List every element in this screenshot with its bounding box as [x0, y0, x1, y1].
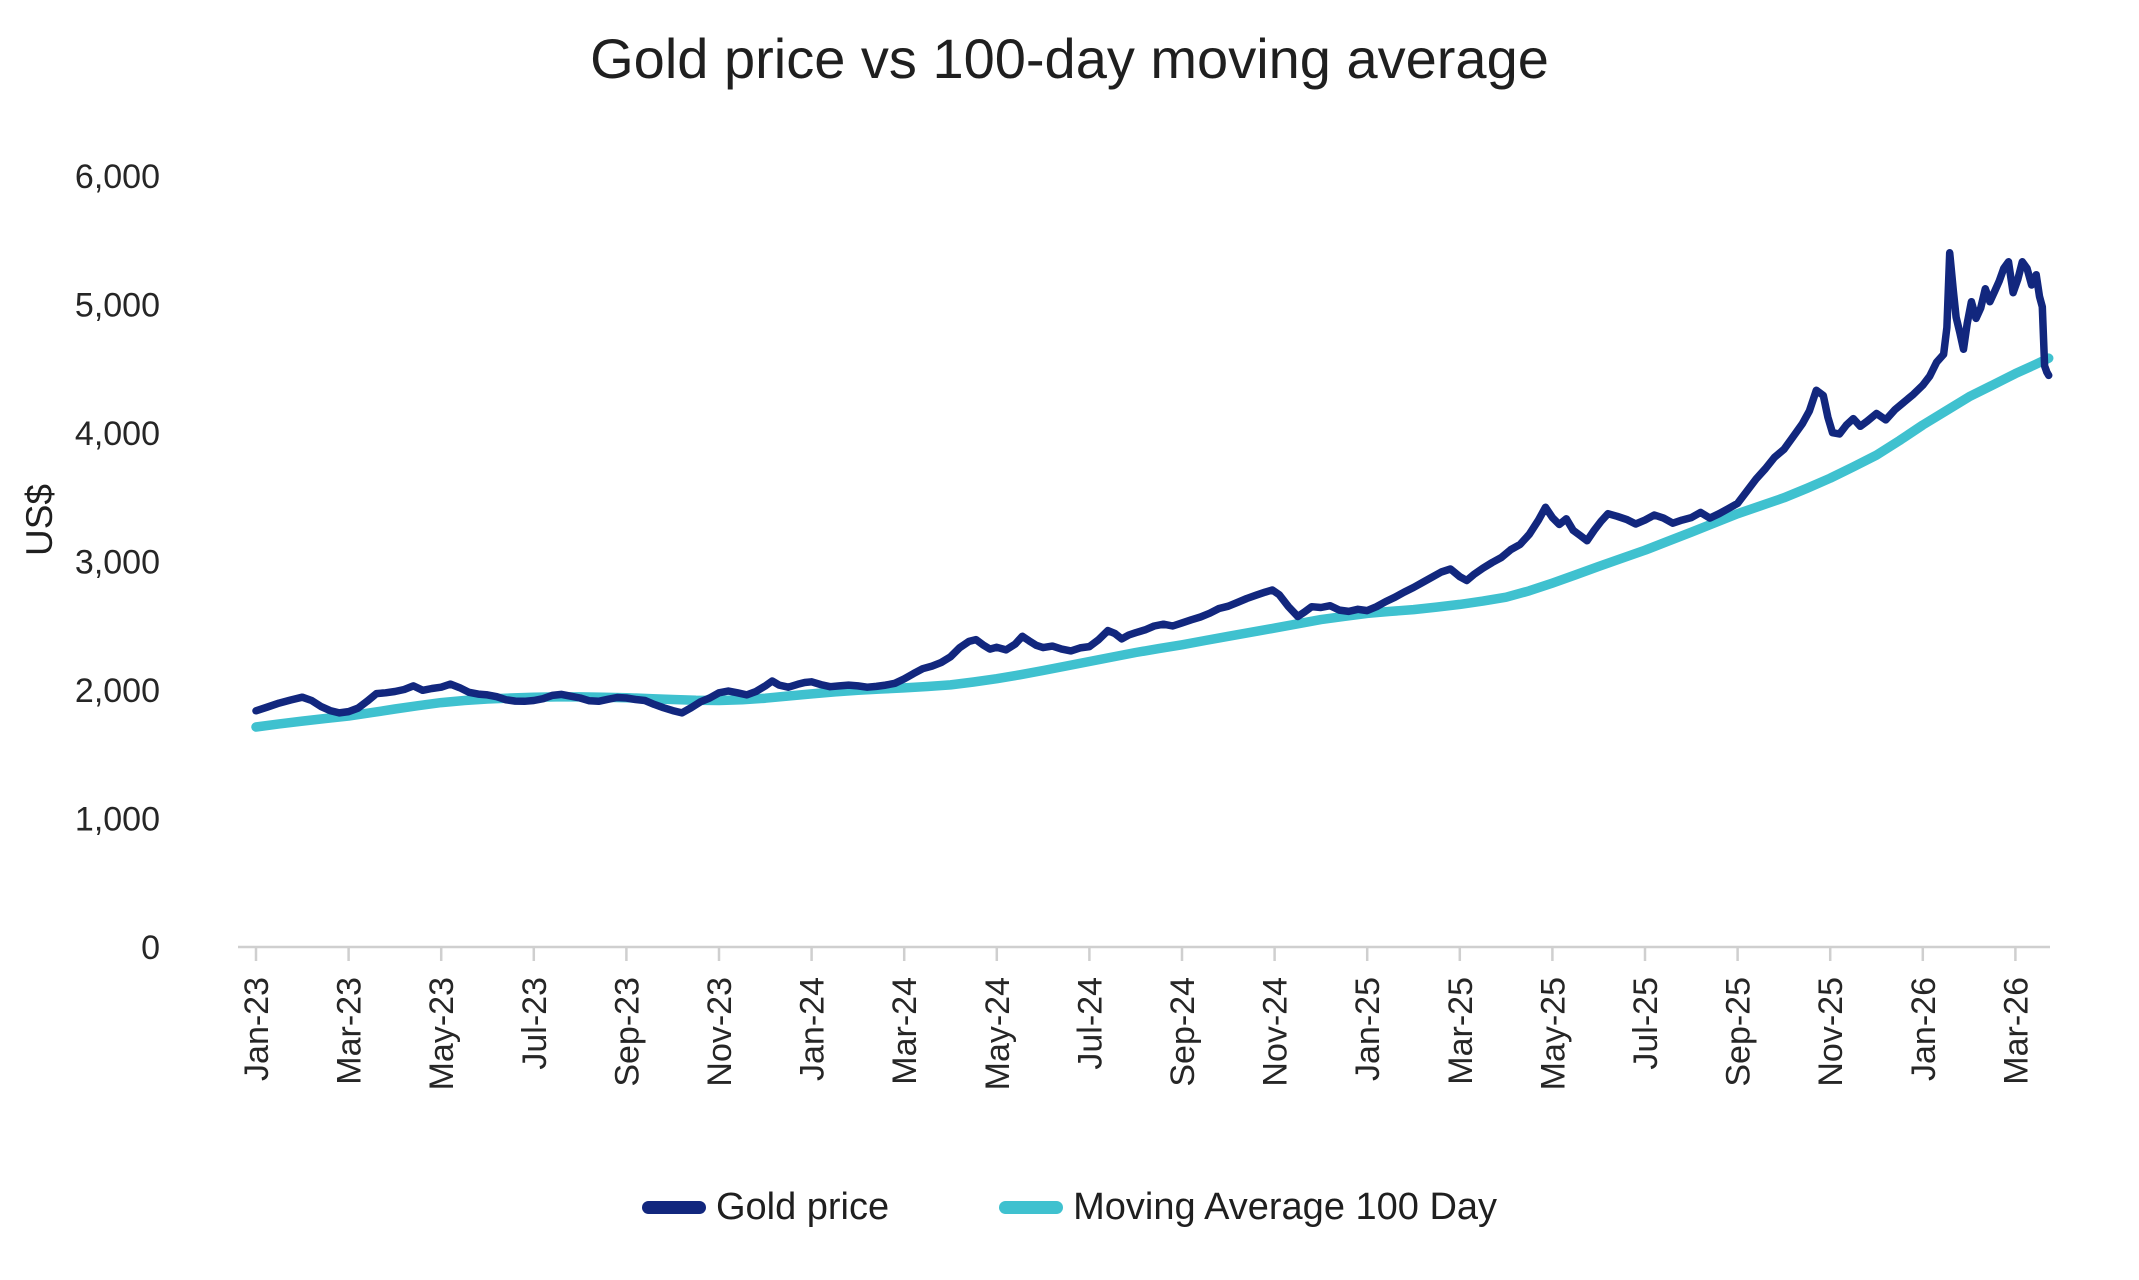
x-axis-tick-label: May-25: [1534, 977, 1572, 1090]
x-axis-tick-label: Jul-23: [516, 977, 554, 1070]
moving-average-line-swatch-icon: [999, 1201, 1064, 1214]
y-axis-tick-label: 0: [141, 929, 160, 967]
legend-item-gold-price: Gold price: [641, 1186, 890, 1229]
x-axis-tick-label: Jul-24: [1071, 977, 1109, 1070]
legend-label-gold-price: Gold price: [715, 1186, 890, 1228]
chart-title: Gold price vs 100-day moving average: [590, 27, 1549, 90]
y-axis-tick-label: 3,000: [75, 544, 160, 582]
y-axis-tick-label: 2,000: [75, 672, 160, 710]
x-axis-tick-label: Mar-25: [1442, 977, 1480, 1085]
y-axis-tick-label: 4,000: [75, 415, 160, 453]
x-axis-tick-label: Mar-23: [331, 977, 369, 1085]
x-axis-tick-label: Nov-25: [1812, 977, 1850, 1087]
x-axis-tick-label: May-24: [979, 977, 1017, 1090]
x-axis-tick-label: Sep-24: [1164, 977, 1202, 1087]
y-axis-tick-label: 6,000: [75, 158, 160, 196]
x-axis-tick-label: May-23: [423, 977, 461, 1090]
x-axis-tick-label: Sep-25: [1720, 977, 1758, 1087]
y-axis-tick-label: 1,000: [75, 801, 160, 839]
x-axis-tick-label: Mar-24: [886, 977, 924, 1085]
x-axis-tick-label: Jan-24: [794, 977, 832, 1081]
x-axis-tick-label: Jan-26: [1905, 977, 1943, 1081]
x-axis-tick-label: Jul-25: [1627, 977, 1665, 1070]
x-axis-tick-label: Nov-24: [1257, 977, 1295, 1087]
legend: Gold price Moving Average 100 Day: [0, 1186, 2139, 1229]
moving-average-line: [251, 353, 2054, 732]
legend-label-moving-average: Moving Average 100 Day: [1073, 1186, 1498, 1228]
x-axis-tick-label: Sep-23: [608, 977, 646, 1087]
x-axis-tick-label: Jan-23: [238, 977, 276, 1081]
legend-item-moving-average: Moving Average 100 Day: [999, 1186, 1497, 1229]
x-axis-tick-label: Nov-23: [701, 977, 739, 1087]
y-axis-title: US$: [19, 484, 60, 556]
gold-price-line: [252, 249, 2053, 717]
x-axis-tick-label: Jan-25: [1349, 977, 1387, 1081]
y-axis-tick-label: 5,000: [75, 287, 160, 325]
gold-price-line-swatch-icon: [641, 1201, 706, 1214]
x-axis-tick-label: Mar-26: [1997, 977, 2035, 1085]
